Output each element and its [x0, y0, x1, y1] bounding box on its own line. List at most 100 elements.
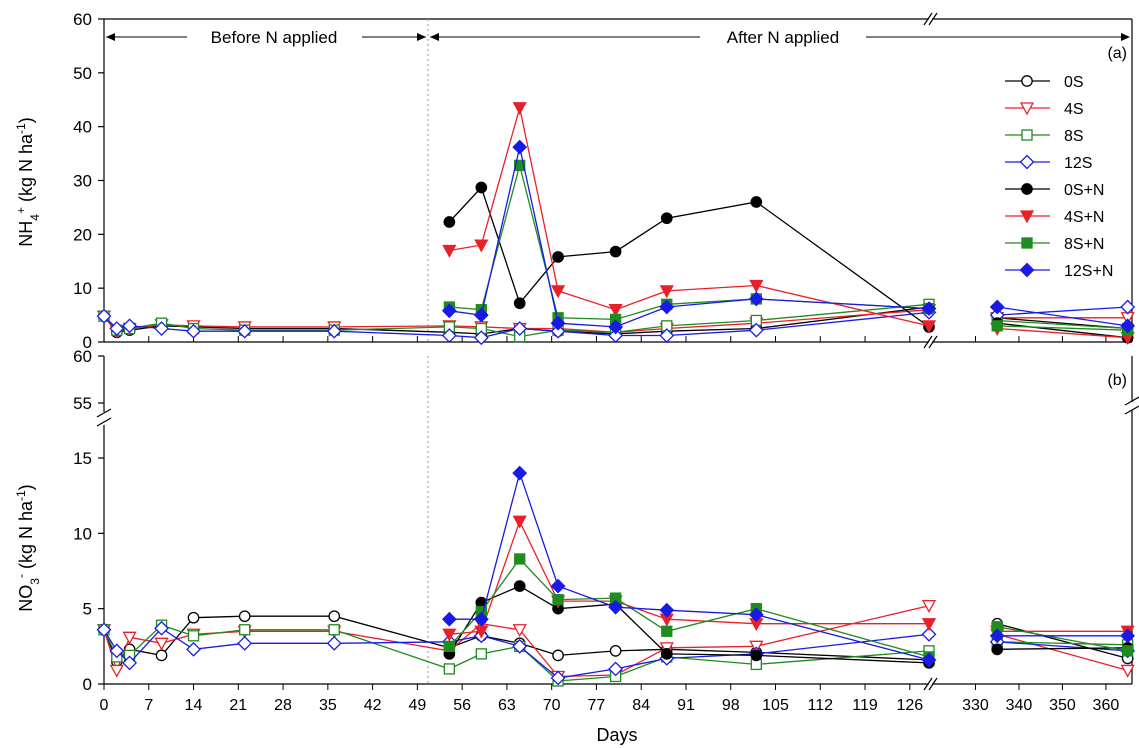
legend-item: 8S+N	[1005, 236, 1104, 253]
data-point	[659, 328, 675, 343]
data-point	[514, 159, 526, 172]
data-point	[608, 599, 624, 615]
data-point	[749, 279, 764, 293]
data-point	[512, 638, 528, 654]
data-point	[237, 323, 253, 339]
data-point	[473, 330, 489, 346]
series-b-8s-plus-nn	[443, 553, 1134, 663]
x-tick-label: 7	[144, 697, 153, 714]
data-point	[237, 635, 253, 651]
data-point	[122, 631, 137, 645]
data-point	[475, 181, 488, 194]
x-tick-label: 70	[543, 697, 561, 714]
legend-item: 4S+N	[1005, 209, 1104, 226]
series-b-12s-plus-nn	[441, 465, 1136, 668]
y-axis-label-part: (kg N ha	[16, 500, 36, 574]
x-tick-label: 77	[588, 697, 606, 714]
data-point	[512, 465, 528, 481]
data-point	[659, 602, 675, 618]
data-point	[552, 649, 564, 662]
series-b-0s	[98, 610, 1134, 668]
panel-b-no3: 0 5 10 15 55 60 0 7 14 21 28 35 42 49 56 63 70 77 84 91 98 10…	[14, 347, 1139, 745]
series-line	[103, 627, 930, 679]
data-point	[989, 299, 1005, 315]
data-point	[514, 553, 526, 565]
arrow-head	[430, 33, 439, 41]
series-line	[997, 633, 1128, 672]
x-tick-label: 42	[364, 697, 382, 714]
data-point	[154, 321, 169, 336]
x-tick-label: 119	[852, 697, 878, 714]
data-point	[238, 610, 251, 623]
y-tick-label: 55	[73, 394, 92, 413]
data-point	[608, 661, 624, 677]
series-line	[448, 585, 930, 664]
legend-label: 8S	[1064, 128, 1084, 145]
series-line	[997, 322, 1128, 339]
y-axis-label-part: -1	[14, 123, 28, 134]
y-break-mark	[96, 417, 112, 427]
legend-item: 0S+N	[1005, 182, 1104, 199]
data-point	[660, 212, 673, 225]
x-axis-label: Days	[596, 725, 637, 745]
x-tick-label: 56	[453, 697, 471, 714]
y-tick-label: 0	[83, 333, 92, 352]
data-point	[748, 322, 764, 338]
y-tick-label: 15	[73, 449, 92, 468]
data-point	[474, 239, 489, 253]
series-line	[449, 107, 930, 327]
series-line	[448, 186, 930, 328]
y-axis-label-part: )	[16, 484, 36, 490]
data-point	[550, 578, 566, 594]
data-point	[441, 328, 457, 343]
data-point	[442, 244, 457, 258]
y-tick-label: 10	[73, 524, 92, 543]
legend-item: 8S	[1005, 128, 1084, 145]
arrow-head	[417, 33, 426, 41]
x-tick-label: 14	[185, 697, 203, 714]
series-line	[103, 624, 930, 682]
data-point	[122, 318, 138, 334]
y-tick-label: 60	[73, 347, 92, 366]
data-point	[512, 321, 528, 336]
data-point	[186, 323, 201, 339]
x-tick-label: 350	[1049, 697, 1076, 714]
data-point	[921, 301, 937, 317]
x-tick-label: 84	[632, 697, 650, 714]
data-point	[991, 643, 1004, 656]
data-point	[921, 320, 937, 334]
y-tick-label: 50	[73, 64, 92, 83]
data-point	[512, 624, 527, 638]
legend-label: 12S	[1064, 155, 1092, 172]
x-tick-label: 126	[896, 697, 923, 714]
legend-item: 0S	[1005, 74, 1084, 91]
data-point	[660, 648, 673, 660]
series-line	[997, 626, 1128, 652]
y-tick-label: 10	[73, 279, 92, 298]
x-tick-label: 63	[498, 697, 516, 714]
series-a-0s-plus-nn	[443, 181, 1134, 344]
y-tick-label: 5	[83, 600, 92, 619]
data-point	[513, 297, 526, 310]
series-a-12s-plus-nn	[441, 139, 1136, 335]
x-tick-label: 35	[319, 697, 337, 714]
data-point	[154, 637, 169, 651]
series-b-4s-plus-nn	[442, 515, 1135, 642]
x-tick-label: 21	[229, 697, 247, 714]
legend-label: 4S+N	[1064, 209, 1104, 226]
data-point	[96, 622, 112, 638]
data-point	[661, 625, 673, 637]
x-break-mark	[923, 677, 933, 691]
data-point	[550, 670, 566, 686]
data-point	[552, 251, 564, 263]
y-axis-label-part: )	[16, 117, 36, 123]
y-tick-label: 60	[73, 10, 92, 29]
data-point	[512, 102, 527, 116]
data-point	[659, 299, 675, 315]
x-tick-label: 112	[808, 697, 834, 714]
data-point	[442, 628, 457, 642]
y-break-mark	[1124, 396, 1139, 406]
data-point	[608, 319, 624, 335]
data-point	[608, 328, 624, 343]
